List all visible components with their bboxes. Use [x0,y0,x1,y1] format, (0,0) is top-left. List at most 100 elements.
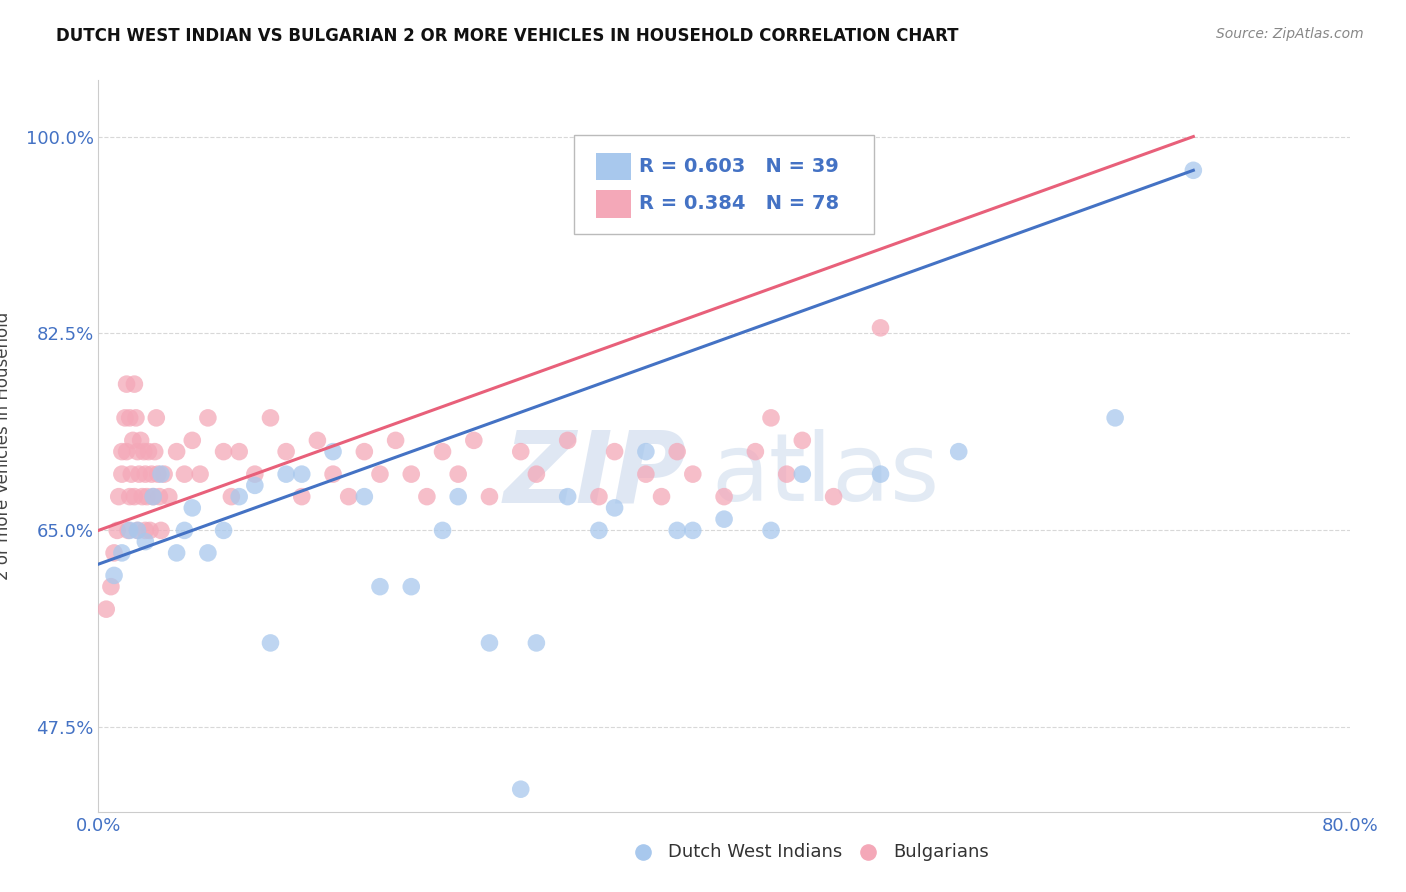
Point [132,444,155,458]
Point [588,490,610,504]
Point [869,467,891,482]
Point [153,467,176,482]
Text: R = 0.384   N = 78: R = 0.384 N = 78 [638,194,839,213]
Y-axis label: 2 or more Vehicles in Household: 2 or more Vehicles in Household [0,312,11,580]
Point [291,467,314,482]
Point [141,467,163,482]
Text: R = 0.603   N = 39: R = 0.603 N = 39 [638,157,839,176]
Point [134,467,156,482]
Point [131,490,153,504]
Point [143,444,166,458]
Point [1182,163,1205,178]
Point [181,434,204,448]
Point [188,467,211,482]
FancyBboxPatch shape [574,135,875,234]
Point [666,524,689,538]
Point [713,490,735,504]
Point [129,434,152,448]
Point [134,524,156,538]
Point [401,580,423,594]
Point [776,467,799,482]
Point [463,434,485,448]
Point [107,490,129,504]
Point [603,500,626,515]
Point [125,410,148,425]
Point [135,490,157,504]
Point [111,467,134,482]
Point [181,500,204,515]
Point [948,444,970,458]
Point [243,478,266,492]
Point [142,490,165,504]
Point [148,490,170,504]
Point [274,467,298,482]
Point [416,490,439,504]
Point [526,467,548,482]
Point [869,321,891,335]
Point [478,636,501,650]
Point [103,546,125,560]
Point [634,444,657,458]
Point [432,524,454,538]
Point [118,490,141,504]
Point [634,467,657,482]
Point [118,524,141,538]
Point [259,636,281,650]
Point [259,410,281,425]
Point [127,524,149,538]
Point [105,524,128,538]
Point [197,546,219,560]
Point [124,490,146,504]
Point [759,410,782,425]
Point [115,377,138,392]
Point [603,444,626,458]
Point [118,410,141,425]
Point [128,467,150,482]
Point [337,490,360,504]
Point [212,524,235,538]
Point [96,602,118,616]
Point [274,444,298,458]
Point [353,490,375,504]
Point [759,524,782,538]
Point [103,568,125,582]
Point [792,434,814,448]
Point [682,467,704,482]
Bar [596,153,631,180]
Point [368,580,391,594]
Point [166,546,188,560]
Point [166,444,188,458]
Point [111,444,134,458]
Point [124,377,146,392]
Point [447,490,470,504]
Text: ZIP: ZIP [503,426,686,524]
Point [447,467,470,482]
Point [713,512,735,526]
Point [127,524,149,538]
Point [557,490,579,504]
Bar [596,190,631,218]
Point [127,444,149,458]
Point [322,444,344,458]
Point [509,782,531,797]
Point [588,524,610,538]
Text: Source: ZipAtlas.com: Source: ZipAtlas.com [1216,27,1364,41]
Point [117,524,139,538]
Point [111,546,134,560]
Point [228,444,250,458]
Point [120,467,142,482]
Point [150,524,173,538]
Text: DUTCH WEST INDIAN VS BULGARIAN 2 OR MORE VEHICLES IN HOUSEHOLD CORRELATION CHART: DUTCH WEST INDIAN VS BULGARIAN 2 OR MORE… [56,27,959,45]
Point [650,490,672,504]
Point [173,467,195,482]
Point [478,490,501,504]
Text: atlas: atlas [711,429,939,521]
Point [368,467,391,482]
Point [384,434,406,448]
Point [744,444,766,458]
Point [291,490,314,504]
Point [792,467,814,482]
Point [682,524,704,538]
Point [307,434,329,448]
Point [145,410,167,425]
